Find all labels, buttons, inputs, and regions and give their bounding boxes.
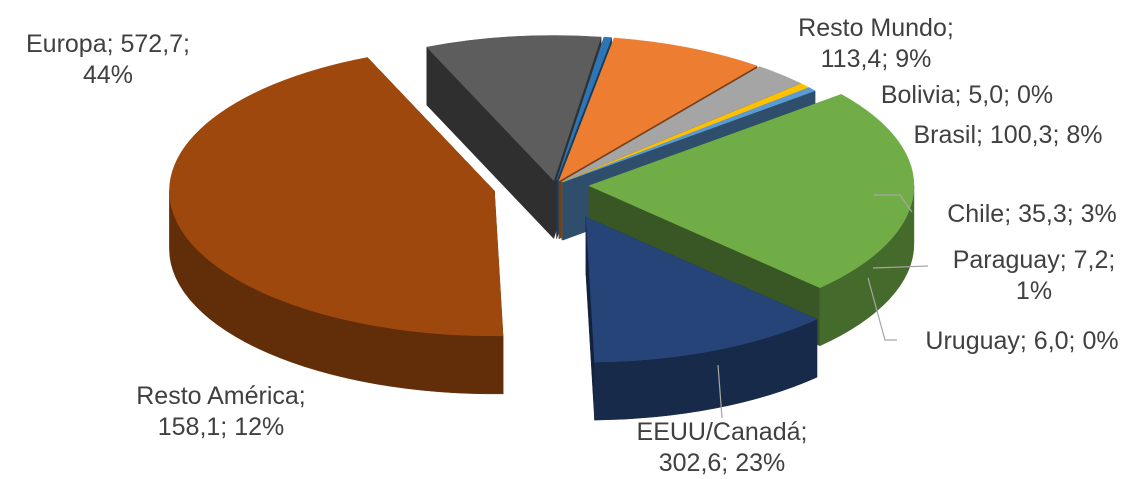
data-label-eeuu-canada: EEUU/Canadá; 302,6; 23% <box>637 418 808 477</box>
data-label-europa-line: Europa; 572,7; <box>26 30 190 58</box>
leader-line-eeuu-canada <box>717 364 723 419</box>
data-label-eeuu-canada-line: 302,6; 23% <box>659 449 786 477</box>
data-label-resto-mundo-line: 113,4; 9% <box>821 45 932 73</box>
slice-eeuu-canada <box>588 94 915 289</box>
data-label-brasil: Brasil; 100,3; 8% <box>914 121 1103 149</box>
slice-uruguay <box>562 87 816 183</box>
data-label-resto-america: Resto América; 158,1; 12% <box>136 382 306 441</box>
data-label-resto-mundo-line: Resto Mundo; <box>798 14 954 42</box>
data-label-uruguay-line: Uruguay; 6,0; 0% <box>925 327 1118 355</box>
slice-europa <box>169 57 504 337</box>
data-label-bolivia: Bolivia; 5,0; 0% <box>881 81 1053 109</box>
slice-bolivia <box>556 36 613 181</box>
pie-top-layer <box>169 35 915 363</box>
data-label-chile-line: Chile; 35,3; 3% <box>947 200 1117 228</box>
data-label-paraguay-line: Paraguay; 7,2; <box>953 246 1116 274</box>
slice-brasil <box>558 37 758 182</box>
data-label-resto-mundo: Resto Mundo; 113,4; 9% <box>798 14 954 73</box>
data-label-chile: Chile; 35,3; 3% <box>947 200 1117 228</box>
slice-chile <box>561 66 802 182</box>
leader-line-uruguay <box>867 277 897 341</box>
data-label-bolivia-line: Bolivia; 5,0; 0% <box>881 81 1053 109</box>
data-labels: Resto Mundo; 113,4; 9% Bolivia; 5,0; 0% Bra… <box>26 14 1119 477</box>
leader-line-paraguay <box>872 265 929 269</box>
slice-resto-mundo <box>426 35 602 182</box>
data-label-paraguay-line: 1% <box>1016 277 1052 305</box>
data-label-eeuu-canada-line: EEUU/Canadá; <box>637 418 808 446</box>
data-label-uruguay: Uruguay; 6,0; 0% <box>925 327 1118 355</box>
data-label-resto-america-line: Resto América; <box>136 382 306 410</box>
data-label-resto-america-line: 158,1; 12% <box>158 413 285 441</box>
slice-resto-america <box>585 216 818 363</box>
data-label-europa: Europa; 572,7; 44% <box>26 30 190 89</box>
data-label-brasil-line: Brasil; 100,3; 8% <box>914 121 1103 149</box>
data-label-paraguay: Paraguay; 7,2; 1% <box>953 246 1116 305</box>
data-label-europa-line: 44% <box>83 61 133 89</box>
leader-lines <box>717 194 929 419</box>
leader-line-chile <box>874 194 913 213</box>
